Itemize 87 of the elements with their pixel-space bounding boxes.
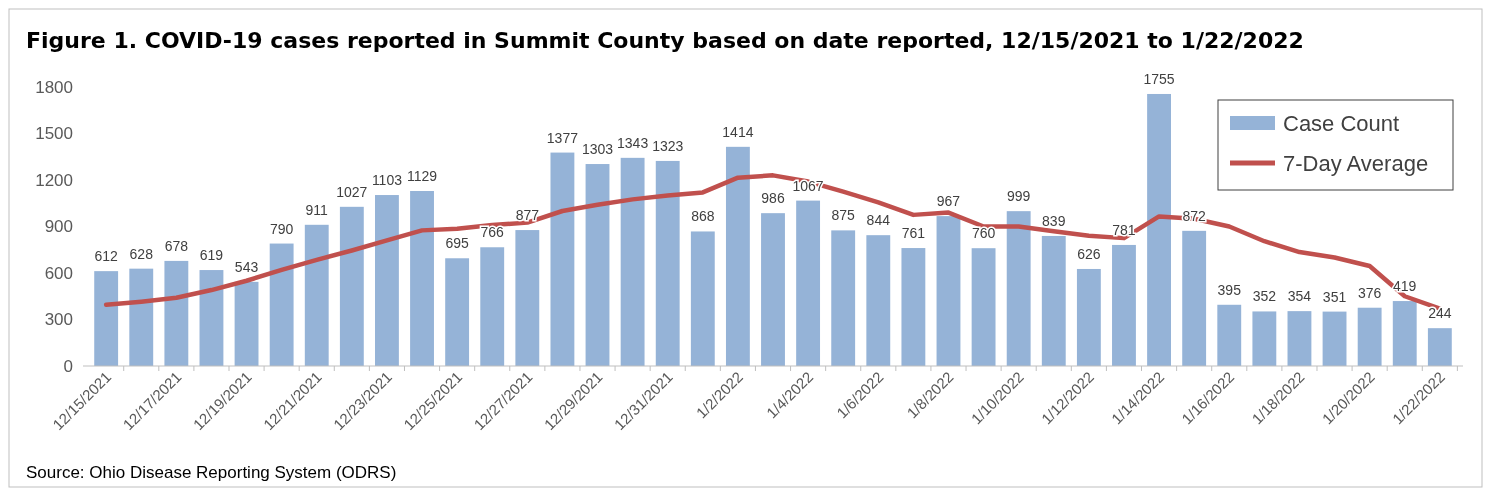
- bar: [585, 164, 610, 366]
- data-label: 612: [94, 248, 119, 265]
- bar: [761, 213, 785, 366]
- bar: [1392, 301, 1417, 366]
- data-label: 790: [269, 220, 294, 237]
- bar: [304, 224, 329, 366]
- data-label: 619: [199, 247, 224, 264]
- bar: [1112, 244, 1136, 366]
- bar: [445, 258, 470, 366]
- bar: [129, 268, 154, 366]
- bar: [410, 191, 434, 366]
- data-label: 999: [1007, 188, 1031, 205]
- bar: [269, 243, 294, 366]
- bar: [1217, 304, 1242, 366]
- data-label: 626: [1077, 245, 1101, 262]
- legend-label: 7-Day Average: [1283, 150, 1429, 176]
- bar: [690, 231, 715, 366]
- bar: [94, 271, 119, 366]
- data-label: 1323: [652, 137, 684, 154]
- chart-title: Figure 1. COVID-19 cases reported in Summit County based on date reported, 12/15/2021 to 1/22/2022: [26, 28, 1304, 53]
- data-label: 376: [1357, 284, 1382, 301]
- data-label: 695: [445, 235, 470, 252]
- data-label: 1103: [371, 172, 403, 189]
- data-label: 868: [691, 208, 715, 225]
- bar: [971, 248, 996, 366]
- data-label: 244: [1428, 305, 1452, 322]
- data-label: 628: [129, 245, 154, 262]
- data-label: 760: [971, 225, 996, 242]
- data-label: 351: [1322, 288, 1347, 305]
- y-tick-label: 0: [63, 356, 73, 376]
- bar: [1322, 311, 1347, 366]
- bar: [1357, 307, 1382, 366]
- data-label: 761: [901, 225, 926, 242]
- data-label: 352: [1252, 288, 1277, 305]
- data-label: 781: [1112, 221, 1136, 238]
- data-label: 419: [1393, 278, 1417, 295]
- y-tick-label: 1800: [35, 77, 73, 97]
- bar: [1006, 211, 1031, 366]
- y-tick-label: 300: [44, 310, 73, 330]
- data-label: 354: [1287, 288, 1312, 305]
- data-label: 678: [164, 237, 189, 254]
- data-label: 875: [831, 207, 856, 224]
- bar: [655, 160, 680, 366]
- bar: [866, 235, 891, 366]
- bar: [199, 270, 224, 366]
- bar: [164, 260, 189, 366]
- bar: [901, 248, 926, 366]
- data-label: 1027: [336, 183, 368, 200]
- bar: [796, 200, 821, 366]
- data-label: 766: [480, 224, 505, 241]
- bar: [1147, 93, 1171, 366]
- data-label: 543: [234, 258, 259, 275]
- bar: [480, 247, 505, 366]
- bar: [1041, 235, 1066, 366]
- data-label: 967: [936, 193, 961, 210]
- source-note: Source: Ohio Disease Reporting System (ODRS): [26, 463, 397, 482]
- bar: [515, 230, 540, 366]
- bar: [831, 230, 856, 366]
- data-label: 1303: [581, 141, 614, 158]
- bar: [1182, 230, 1207, 366]
- data-label: 1377: [546, 129, 579, 146]
- bar: [550, 152, 575, 366]
- y-tick-label: 900: [44, 217, 73, 237]
- legend-label: Case Count: [1283, 110, 1400, 136]
- bar: [1287, 311, 1312, 366]
- bar: [1427, 328, 1452, 366]
- data-label: 839: [1042, 212, 1066, 229]
- y-tick-label: 1500: [35, 124, 73, 144]
- bar: [1252, 311, 1277, 366]
- bar: [725, 146, 750, 366]
- bar: [234, 281, 259, 366]
- data-label: 844: [866, 212, 891, 229]
- data-label: 1129: [406, 168, 438, 185]
- data-label: 1343: [617, 134, 649, 151]
- bar: [375, 195, 399, 366]
- data-label: 1755: [1143, 70, 1175, 87]
- data-label: 1414: [722, 123, 754, 140]
- y-tick-label: 1200: [35, 170, 73, 190]
- bar: [1076, 268, 1101, 366]
- bar: [620, 157, 645, 366]
- y-tick-label: 600: [44, 263, 73, 283]
- data-label: 986: [761, 190, 785, 207]
- bar: [936, 216, 961, 366]
- data-label: 877: [515, 207, 540, 224]
- data-label: 395: [1217, 281, 1242, 298]
- data-label: 911: [305, 201, 329, 218]
- bar: [339, 206, 364, 366]
